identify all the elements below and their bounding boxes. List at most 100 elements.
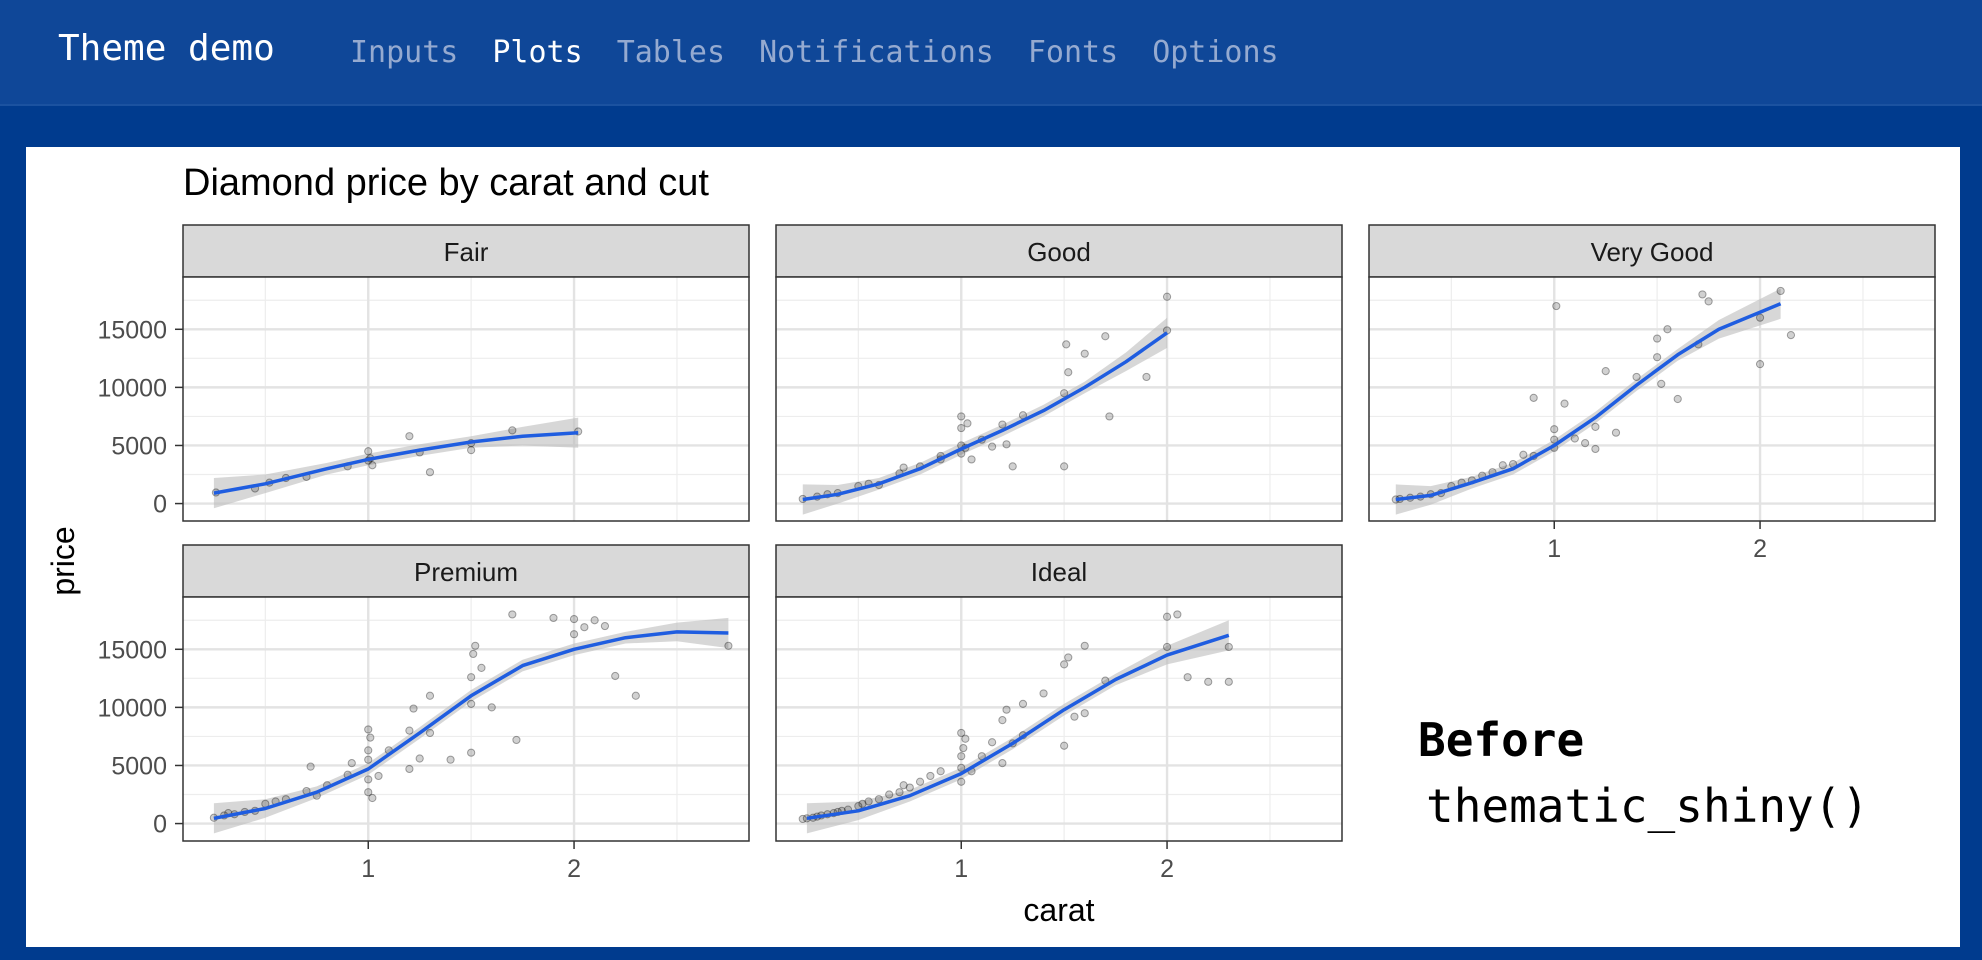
- data-point: [611, 671, 620, 681]
- data-point: [915, 777, 925, 786]
- data-point: [347, 759, 356, 768]
- data-point: [368, 461, 377, 470]
- data-point: [1570, 434, 1579, 443]
- tab-tables[interactable]: Tables: [616, 35, 726, 70]
- data-point: [895, 788, 904, 797]
- data-point: [467, 446, 476, 455]
- data-point: [374, 771, 383, 781]
- data-point: [1591, 444, 1600, 454]
- facet-strip-label: Ideal: [1031, 557, 1087, 587]
- data-point: [467, 673, 476, 682]
- data-point: [1062, 340, 1071, 349]
- data-point: [858, 799, 867, 808]
- data-point: [957, 728, 966, 738]
- thematic-code-label: thematic_shiny(): [1426, 779, 1870, 833]
- x-axis-title: carat: [1023, 892, 1094, 928]
- x-tick-label: 1: [1547, 535, 1561, 563]
- data-point: [364, 447, 373, 456]
- data-point: [1008, 462, 1017, 471]
- data-point: [1519, 450, 1528, 459]
- smooth-line: [806, 633, 1230, 821]
- data-point: [1581, 439, 1590, 448]
- y-tick-label: 15000: [97, 316, 167, 344]
- facet-ideal: Ideal 1 2: [775, 544, 1343, 883]
- smooth-line: [802, 331, 1169, 502]
- data-point: [1704, 297, 1713, 306]
- data-point: [864, 797, 873, 806]
- tab-plots[interactable]: Plots: [492, 35, 583, 70]
- data-point: [1204, 677, 1213, 686]
- confidence-band: [1395, 288, 1781, 515]
- data-point: [467, 748, 476, 757]
- data-point: [1611, 428, 1621, 437]
- data-point: [549, 613, 558, 623]
- facet-strip: [1368, 224, 1936, 278]
- data-point: [569, 630, 579, 639]
- nav-tabs: Inputs Plots Tables Notifications Fonts …: [350, 35, 1313, 70]
- tab-notifications[interactable]: Notifications: [759, 35, 994, 70]
- data-point: [1786, 330, 1796, 340]
- smooth-line: [213, 630, 729, 821]
- facet-premium: Premium 0 5000 10000 15000 1 2: [97, 544, 750, 883]
- smooth-line: [213, 430, 579, 495]
- data-point: [998, 716, 1007, 725]
- data-point: [957, 412, 966, 421]
- data-point: [364, 725, 373, 734]
- data-point: [1064, 368, 1073, 377]
- tab-inputs[interactable]: Inputs: [350, 35, 459, 70]
- data-point: [1142, 372, 1151, 382]
- data-point: [405, 764, 414, 774]
- data-point: [1224, 677, 1233, 686]
- x-tick-label: 2: [1160, 855, 1174, 883]
- data-point: [364, 788, 373, 797]
- data-point: [1224, 642, 1233, 652]
- data-point: [364, 746, 373, 755]
- data-point: [957, 752, 966, 761]
- data-point: [405, 726, 414, 735]
- confidence-band: [806, 620, 1229, 834]
- data-point: [467, 699, 476, 708]
- data-point: [1550, 435, 1559, 444]
- data-point: [899, 463, 908, 472]
- y-tick-label: 10000: [97, 374, 167, 402]
- data-point: [1755, 360, 1765, 369]
- data-point: [885, 790, 894, 799]
- smooth-line: [1395, 302, 1782, 502]
- navbar-brand[interactable]: Theme demo: [58, 28, 275, 69]
- tab-fonts[interactable]: Fonts: [1027, 35, 1119, 70]
- facet-strip-label: Very Good: [1591, 237, 1714, 267]
- data-point: [512, 735, 521, 745]
- data-point: [569, 614, 579, 624]
- facet-border: [775, 276, 1343, 522]
- data-point: [1529, 393, 1538, 402]
- data-point: [425, 691, 435, 700]
- tab-options[interactable]: Options: [1152, 35, 1279, 70]
- data-point: [1070, 712, 1079, 721]
- data-point: [1560, 399, 1569, 408]
- facet-border: [182, 276, 750, 522]
- data-point: [471, 641, 480, 650]
- x-tick-label: 1: [361, 855, 375, 883]
- facet-strip-label: Premium: [414, 557, 518, 587]
- data-point: [1183, 673, 1192, 682]
- data-point: [1060, 660, 1069, 669]
- data-point: [874, 795, 884, 804]
- data-point: [957, 763, 966, 772]
- facet-border: [182, 596, 750, 842]
- data-point: [957, 423, 966, 433]
- data-point: [405, 432, 414, 441]
- data-point: [1002, 705, 1011, 714]
- y-tick-label: 0: [153, 811, 167, 839]
- facet-good: Good: [775, 224, 1343, 522]
- data-point: [926, 771, 935, 781]
- data-point: [1162, 642, 1172, 652]
- facet-strip: [182, 544, 750, 598]
- x-tick-label: 2: [567, 855, 581, 883]
- data-point: [1039, 689, 1048, 698]
- facet-very-good: Very Good 1 2: [1368, 224, 1936, 563]
- data-point: [988, 738, 997, 747]
- data-point: [477, 663, 486, 672]
- data-point: [1162, 612, 1172, 621]
- facet-strip: [775, 224, 1343, 278]
- data-point: [957, 777, 966, 786]
